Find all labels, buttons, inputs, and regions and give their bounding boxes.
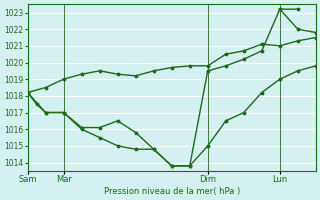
- X-axis label: Pression niveau de la mer( hPa ): Pression niveau de la mer( hPa ): [104, 187, 240, 196]
